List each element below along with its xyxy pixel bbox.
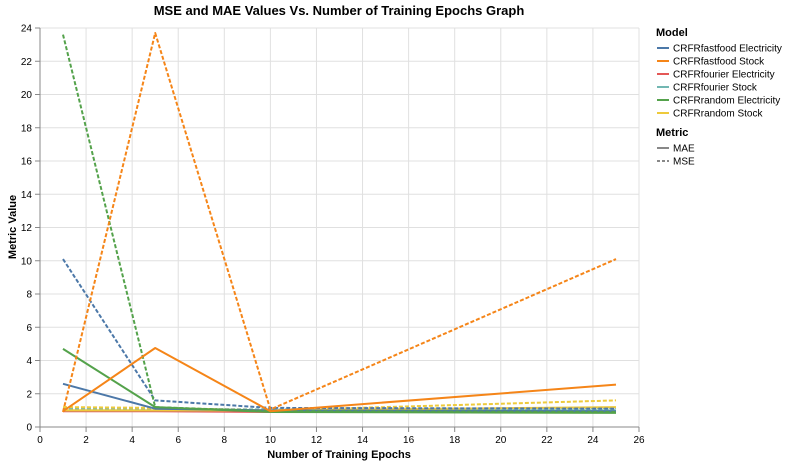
y-tick-label: 12 [21, 223, 33, 234]
y-tick-label: 14 [21, 190, 33, 201]
legend-model-title: Model [656, 27, 688, 39]
y-tick-label: 8 [26, 290, 32, 301]
y-tick-label: 22 [21, 57, 33, 68]
x-axis-ticks: 0 2 4 6 8 10 12 14 16 18 20 22 24 26 [37, 427, 645, 446]
x-tick-label: 0 [37, 435, 43, 446]
y-tick-label: 0 [26, 423, 32, 434]
y-tick-label: 16 [21, 157, 33, 168]
y-tick-label: 20 [21, 90, 33, 101]
x-tick-label: 16 [403, 435, 415, 446]
legend-metric-label: MAE [673, 144, 695, 155]
legend-metrics: MAE MSE [657, 144, 695, 168]
series-lines [62, 32, 617, 414]
x-tick-label: 26 [633, 435, 645, 446]
x-tick-label: 2 [83, 435, 89, 446]
legend-item-label: CRFRfastfood Electricity [673, 44, 782, 55]
y-axis-title: Metric Value [7, 195, 19, 259]
chart-title: MSE and MAE Values Vs. Number of Trainin… [154, 3, 525, 18]
y-tick-label: 10 [21, 256, 33, 267]
legend: Model CRFRfastfood ElectricityCRFRfastfo… [656, 27, 782, 168]
x-tick-label: 8 [222, 435, 228, 446]
x-tick-label: 18 [449, 435, 461, 446]
x-tick-label: 4 [129, 435, 135, 446]
x-tick-label: 10 [265, 435, 277, 446]
x-tick-label: 12 [311, 435, 323, 446]
series-line-crfrrandom-electricity-mse [62, 34, 617, 413]
x-tick-label: 24 [587, 435, 599, 446]
series-line-crfrrandom-stock-mse [62, 399, 617, 412]
series-line-crfrfastfood-electricity-mse [62, 258, 617, 410]
legend-item-label: CRFRrandom Electricity [673, 96, 780, 107]
x-axis-title: Number of Training Epochs [267, 449, 411, 461]
legend-item-label: CRFRrandom Stock [673, 109, 763, 120]
series-line-crfrfastfood-stock-mse [62, 32, 617, 413]
legend-item-label: CRFRfourier Stock [673, 83, 758, 94]
y-tick-label: 2 [26, 389, 32, 400]
x-tick-label: 6 [175, 435, 181, 446]
x-tick-label: 14 [357, 435, 369, 446]
legend-models: CRFRfastfood Electricity CRFRfastfood Sto… [657, 44, 782, 120]
y-tick-label: 4 [26, 356, 32, 367]
y-tick-label: 18 [21, 123, 33, 134]
x-tick-label: 22 [541, 435, 553, 446]
y-tick-label: 24 [21, 24, 33, 35]
grid [39, 27, 640, 428]
legend-metric-title: Metric [656, 127, 688, 139]
y-tick-label: 6 [26, 323, 32, 334]
series-line-crfrfastfood-stock-mae [62, 347, 617, 413]
legend-item-label: CRFRfastfood Stock [673, 57, 765, 68]
legend-item-label: CRFRfourier Electricity [673, 70, 775, 81]
x-tick-label: 20 [495, 435, 507, 446]
legend-metric-label: MSE [673, 157, 695, 168]
